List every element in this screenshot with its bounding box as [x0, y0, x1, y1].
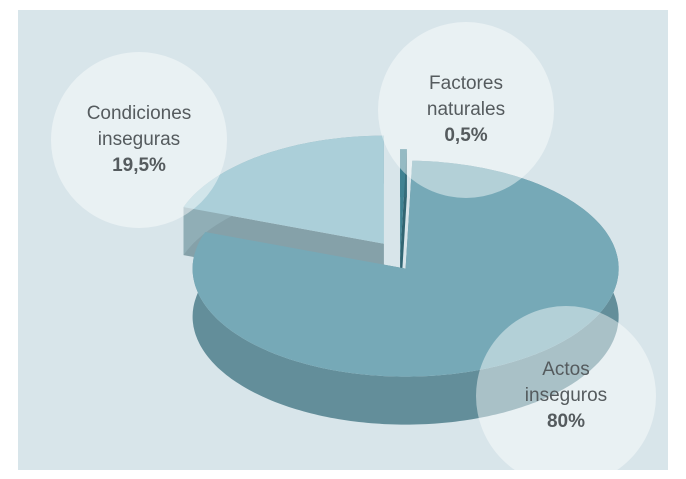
slice-label: Actos inseguros 80%: [506, 357, 626, 435]
slice: [192, 160, 619, 377]
category-label: Actos inseguros: [524, 359, 608, 406]
value-label: 19,5%: [112, 155, 166, 176]
label-bubbles: [51, 22, 656, 479]
pie: [183, 135, 619, 425]
slice: [400, 149, 407, 258]
slice-label: Condiciones inseguras 19,5%: [74, 101, 204, 179]
slice-label: Factores naturales 0,5%: [411, 71, 521, 149]
category-label: Condiciones inseguras: [86, 103, 192, 150]
value-label: 0,5%: [444, 125, 488, 146]
label-bubble: [378, 22, 554, 198]
label-bubble: [51, 52, 227, 228]
category-label: Factores naturales: [426, 73, 506, 120]
value-label: 80%: [546, 411, 586, 432]
slice: [183, 135, 384, 244]
label-bubble: [476, 306, 656, 479]
